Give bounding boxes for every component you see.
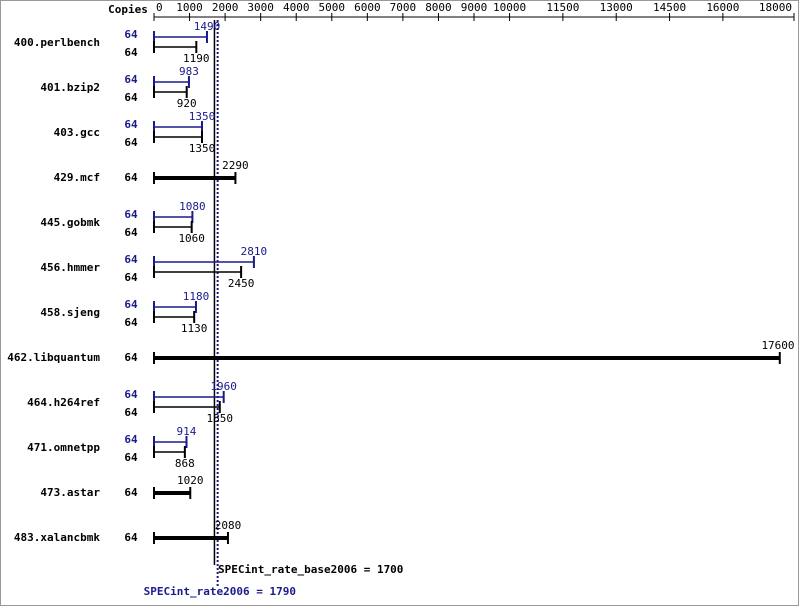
value-label: 1350 <box>189 110 216 123</box>
copies-label: 64 <box>124 271 138 284</box>
copies-label: 64 <box>124 118 138 131</box>
x-tick-label: 9000 <box>461 1 488 14</box>
value-label: 1850 <box>207 412 234 425</box>
copies-label: 64 <box>124 406 138 419</box>
value-label: 1020 <box>177 474 204 487</box>
copies-label: 64 <box>124 171 138 184</box>
benchmark-name: 400.perlbench <box>14 36 100 49</box>
benchmark-name: 458.sjeng <box>40 306 100 319</box>
benchmark-name: 464.h264ref <box>27 396 100 409</box>
copies-label: 64 <box>124 46 138 59</box>
copies-label: 64 <box>124 316 138 329</box>
value-label: 1190 <box>183 52 210 65</box>
copies-label: 64 <box>124 451 138 464</box>
x-tick-label: 3000 <box>247 1 274 14</box>
benchmark-name: 462.libquantum <box>7 351 100 364</box>
benchmark-name: 403.gcc <box>54 126 100 139</box>
x-tick-label: 1000 <box>176 1 203 14</box>
benchmark-name: 401.bzip2 <box>40 81 100 94</box>
benchmark-name: 456.hmmer <box>40 261 100 274</box>
x-tick-label: 6000 <box>354 1 381 14</box>
copies-label: 64 <box>124 28 138 41</box>
value-label: 983 <box>179 65 199 78</box>
value-label: 1350 <box>189 142 216 155</box>
value-label: 2080 <box>215 519 242 532</box>
value-label: 1960 <box>210 380 237 393</box>
x-tick-label: 14500 <box>653 1 686 14</box>
x-tick-label: 8000 <box>425 1 452 14</box>
copies-label: 64 <box>124 136 138 149</box>
copies-label: 64 <box>124 388 138 401</box>
benchmark-name: 445.gobmk <box>40 216 100 229</box>
x-tick-label: 7000 <box>390 1 417 14</box>
benchmark-name: 429.mcf <box>54 171 100 184</box>
copies-header: Copies <box>108 3 148 16</box>
value-label: 1060 <box>178 232 205 245</box>
copies-label: 64 <box>124 486 138 499</box>
value-label: 2290 <box>222 159 249 172</box>
reference-label: SPECint_rate_base2006 = 1700 <box>218 563 403 576</box>
copies-label: 64 <box>124 208 138 221</box>
value-label: 1180 <box>183 290 210 303</box>
benchmark-name: 483.xalancbmk <box>14 531 100 544</box>
x-tick-label: 11500 <box>546 1 579 14</box>
copies-label: 64 <box>124 531 138 544</box>
value-label: 868 <box>175 457 195 470</box>
copies-label: 64 <box>124 351 138 364</box>
x-tick-label: 4000 <box>283 1 310 14</box>
value-label: 920 <box>177 97 197 110</box>
value-label: 2450 <box>228 277 255 290</box>
copies-label: 64 <box>124 298 138 311</box>
x-tick-label: 16000 <box>706 1 739 14</box>
reference-label: SPECint_rate2006 = 1790 <box>144 585 296 598</box>
value-label: 914 <box>177 425 197 438</box>
copies-label: 64 <box>124 91 138 104</box>
copies-label: 64 <box>124 226 138 239</box>
x-tick-label: 18000 <box>759 1 792 14</box>
benchmark-name: 473.astar <box>40 486 100 499</box>
copies-label: 64 <box>124 433 138 446</box>
value-label: 2810 <box>241 245 268 258</box>
value-label: 1080 <box>179 200 206 213</box>
x-tick-label: 13000 <box>600 1 633 14</box>
x-tick-label: 0 <box>156 1 163 14</box>
x-tick-label: 10000 <box>493 1 526 14</box>
copies-label: 64 <box>124 253 138 266</box>
benchmark-name: 471.omnetpp <box>27 441 100 454</box>
x-tick-label: 2000 <box>212 1 239 14</box>
x-tick-label: 5000 <box>319 1 346 14</box>
value-label: 1490 <box>194 20 221 33</box>
value-label: 1130 <box>181 322 208 335</box>
copies-label: 64 <box>124 73 138 86</box>
value-label: 17600 <box>761 339 794 352</box>
